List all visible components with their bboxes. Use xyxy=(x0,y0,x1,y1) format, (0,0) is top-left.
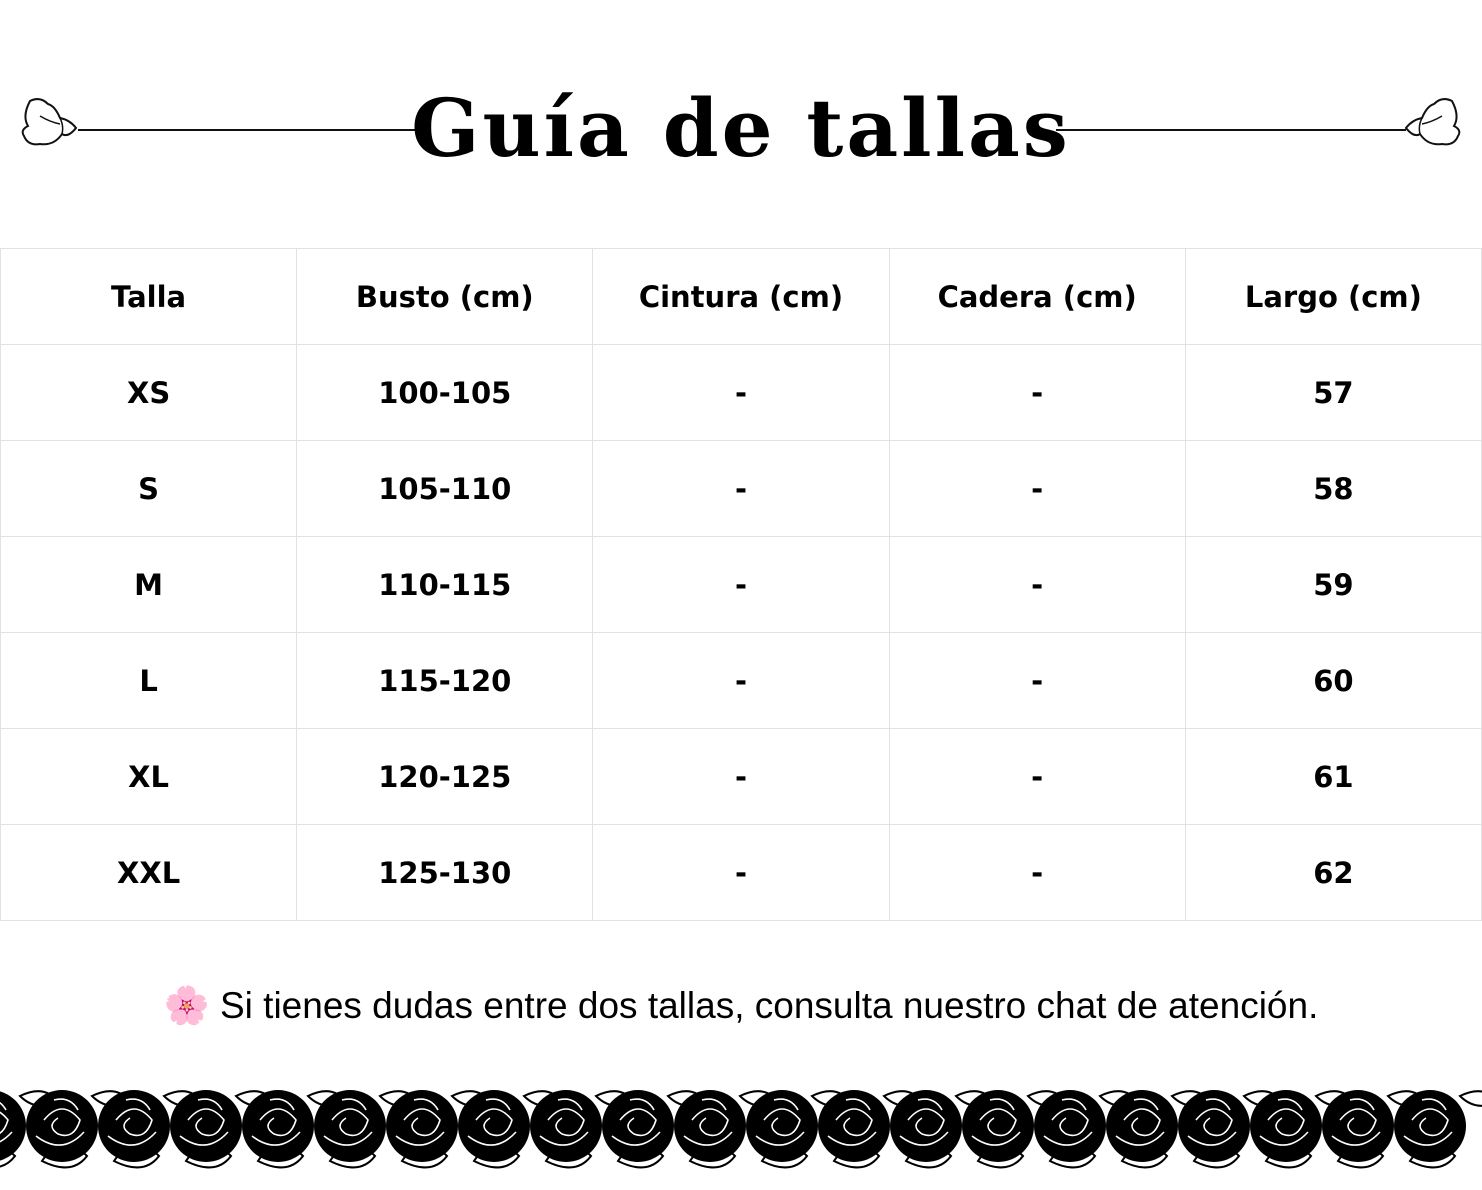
rose-leaf-mark xyxy=(1115,1098,1165,1146)
table-header-row: Talla Busto (cm) Cintura (cm) Cadera (cm… xyxy=(0,248,1482,345)
rose-mark xyxy=(1178,1090,1250,1162)
rose-leaf-mark xyxy=(0,1101,13,1143)
rose-leaf-mark xyxy=(1259,1098,1309,1146)
rose-mark xyxy=(674,1090,746,1162)
table-cell: 60 xyxy=(1184,632,1482,729)
header-cell: Cadera (cm) xyxy=(888,248,1186,345)
divider-line xyxy=(78,129,428,131)
rose-leaf-mark xyxy=(1458,1090,1482,1107)
table-row: XS 100-105- -57 xyxy=(0,344,1482,441)
table-cell: - xyxy=(888,344,1186,441)
table-cell: 105-110 xyxy=(296,440,594,537)
table-row: M 110-115- -59 xyxy=(0,536,1482,633)
rose-leaf-mark xyxy=(971,1098,1021,1146)
table-row: S 105-110- -58 xyxy=(0,440,1482,537)
rose-mark xyxy=(746,1090,818,1162)
table-cell: - xyxy=(888,824,1186,921)
page-title: Guía de tallas xyxy=(411,81,1071,175)
table-cell: 115-120 xyxy=(296,632,594,729)
rose-mark xyxy=(890,1090,962,1162)
table-cell: 120-125 xyxy=(296,728,594,825)
table-cell: - xyxy=(592,632,890,729)
rose-mark xyxy=(170,1090,242,1162)
table-cell: - xyxy=(592,728,890,825)
header-cell: Largo (cm) xyxy=(1184,248,1482,345)
rose-bud-icon xyxy=(1404,98,1461,146)
rose-leaf-mark xyxy=(35,1098,85,1146)
rose-leaf-mark xyxy=(827,1098,877,1146)
rose-leaf-mark xyxy=(179,1098,229,1146)
rose-leaf-mark xyxy=(683,1098,733,1146)
rose-mark xyxy=(1106,1090,1178,1162)
table-cell: 110-115 xyxy=(296,536,594,633)
divider-line xyxy=(1056,129,1406,131)
rose-leaf-mark xyxy=(323,1098,373,1146)
rose-mark xyxy=(458,1090,530,1162)
rose-mark xyxy=(1250,1090,1322,1162)
table-cell: - xyxy=(888,728,1186,825)
rose-mark xyxy=(602,1090,674,1162)
table-cell: S xyxy=(0,440,298,537)
cherry-blossom-icon: 🌸 xyxy=(163,985,210,1026)
table-cell: 125-130 xyxy=(296,824,594,921)
rose-leaf-mark xyxy=(1187,1098,1237,1146)
table-cell: 61 xyxy=(1184,728,1482,825)
size-table: Talla Busto (cm) Cintura (cm) Cadera (cm… xyxy=(0,248,1482,921)
rose-leaf-mark xyxy=(251,1098,301,1146)
rose-mark xyxy=(1322,1090,1394,1162)
rose-leaf-mark xyxy=(467,1098,517,1146)
rose-mark xyxy=(98,1090,170,1162)
help-note: 🌸 Si tienes dudas entre dos tallas, cons… xyxy=(0,985,1482,1028)
rose-mark xyxy=(0,1091,26,1161)
header-cell: Cintura (cm) xyxy=(592,248,890,345)
table-row: XXL 125-130- -62 xyxy=(0,824,1482,921)
table-row: L 115-120- -60 xyxy=(0,632,1482,729)
table-cell: - xyxy=(592,440,890,537)
rose-mark xyxy=(818,1090,890,1162)
table-cell: XL xyxy=(0,728,298,825)
rose-mark xyxy=(386,1090,458,1162)
rose-bud-icon xyxy=(21,98,78,146)
table-cell: XS xyxy=(0,344,298,441)
table-cell: XXL xyxy=(0,824,298,921)
table-cell: 59 xyxy=(1184,536,1482,633)
table-cell: - xyxy=(592,344,890,441)
note-text: Si tienes dudas entre dos tallas, consul… xyxy=(219,985,1319,1026)
rose-leaf-mark xyxy=(1403,1098,1453,1146)
table-cell: - xyxy=(888,536,1186,633)
black-roses-border-icon xyxy=(0,1090,1482,1169)
header-cell: Talla xyxy=(0,248,298,345)
table-cell: - xyxy=(888,632,1186,729)
table-cell: 62 xyxy=(1184,824,1482,921)
rose-leaf-mark xyxy=(611,1098,661,1146)
rose-mark xyxy=(1394,1090,1466,1162)
table-cell: - xyxy=(888,440,1186,537)
rose-leaf-mark xyxy=(107,1098,157,1146)
rose-leaf-mark xyxy=(899,1098,949,1146)
header-cell: Busto (cm) xyxy=(296,248,594,345)
table-cell: L xyxy=(0,632,298,729)
rose-leaf-mark xyxy=(395,1098,445,1146)
header: Guía de tallas xyxy=(0,70,1482,190)
rose-mark xyxy=(530,1090,602,1162)
table-cell: 100-105 xyxy=(296,344,594,441)
rose-leaf-mark xyxy=(1043,1098,1093,1146)
rose-mark xyxy=(314,1090,386,1162)
table-cell: 58 xyxy=(1184,440,1482,537)
rose-leaf-mark xyxy=(539,1098,589,1146)
rose-mark xyxy=(962,1090,1034,1162)
rose-leaf-mark xyxy=(1331,1098,1381,1146)
rose-mark xyxy=(26,1090,98,1162)
rose-leaf-mark xyxy=(755,1098,805,1146)
table-cell: 57 xyxy=(1184,344,1482,441)
table-cell: - xyxy=(592,536,890,633)
table-cell: M xyxy=(0,536,298,633)
rose-mark xyxy=(1034,1090,1106,1162)
table-cell: - xyxy=(592,824,890,921)
table-row: XL 120-125- -61 xyxy=(0,728,1482,825)
rose-mark xyxy=(242,1090,314,1162)
